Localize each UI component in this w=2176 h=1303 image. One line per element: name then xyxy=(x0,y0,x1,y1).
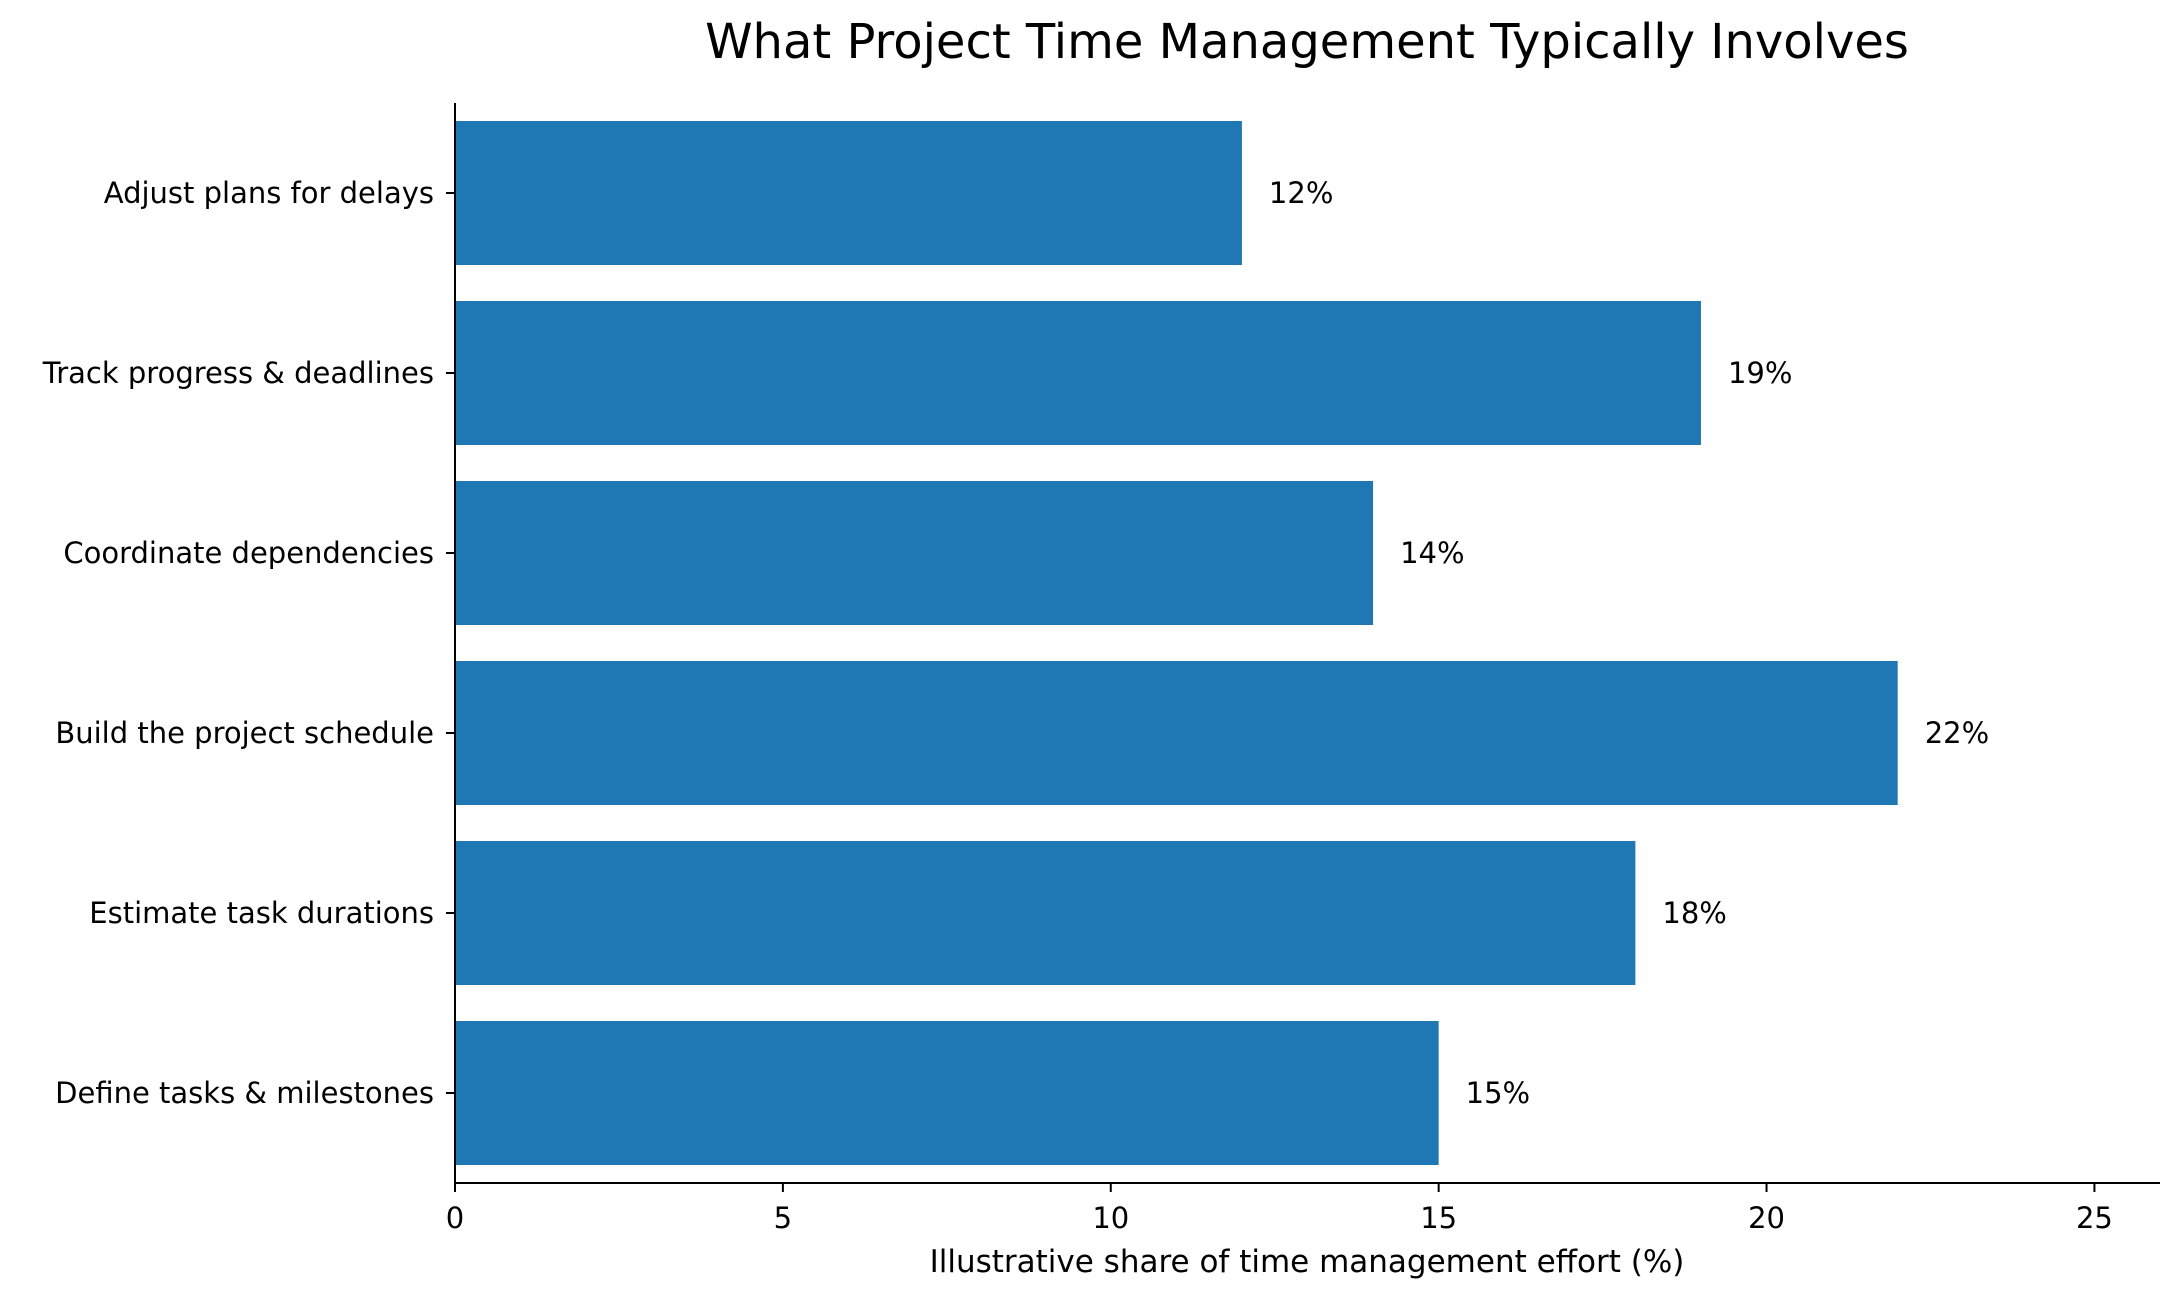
bar-value-label: 12% xyxy=(1269,176,1333,210)
bar xyxy=(455,1021,1439,1165)
chart-title: What Project Time Management Typically I… xyxy=(705,14,1909,70)
bar-value-label: 18% xyxy=(1662,896,1726,930)
x-tick-label: 20 xyxy=(1748,1201,1785,1235)
x-tick-label: 25 xyxy=(2076,1201,2113,1235)
value-labels-layer: 15% 18% 22% 14% 19% 12% xyxy=(1269,176,1989,1110)
y-axis: Define tasks & milestones Estimate task d… xyxy=(42,103,456,1183)
bar-value-label: 14% xyxy=(1400,536,1464,570)
bar-value-label: 15% xyxy=(1466,1076,1530,1110)
x-tick-label: 15 xyxy=(1420,1201,1457,1235)
y-tick-label: Coordinate dependencies xyxy=(63,536,434,570)
bar-value-label: 22% xyxy=(1925,716,1989,750)
bars-layer xyxy=(455,121,1898,1165)
y-tick-label: Estimate task durations xyxy=(89,896,434,930)
y-tick-label: Track progress & deadlines xyxy=(42,356,434,390)
bar xyxy=(455,841,1636,985)
y-tick-label: Build the project schedule xyxy=(55,716,434,750)
x-tick-label: 5 xyxy=(774,1201,792,1235)
bar-value-label: 19% xyxy=(1728,356,1792,390)
bar xyxy=(455,661,1898,805)
x-axis-label: Illustrative share of time management ef… xyxy=(930,1244,1685,1280)
x-axis: 0 5 10 15 20 25 xyxy=(446,1182,2160,1235)
y-tick-label: Adjust plans for delays xyxy=(104,176,434,210)
bar xyxy=(455,481,1374,625)
bar xyxy=(455,121,1242,265)
bar xyxy=(455,301,1701,445)
x-tick-label: 0 xyxy=(446,1201,464,1235)
x-tick-label: 10 xyxy=(1092,1201,1129,1235)
y-tick-label: Define tasks & milestones xyxy=(55,1076,434,1110)
